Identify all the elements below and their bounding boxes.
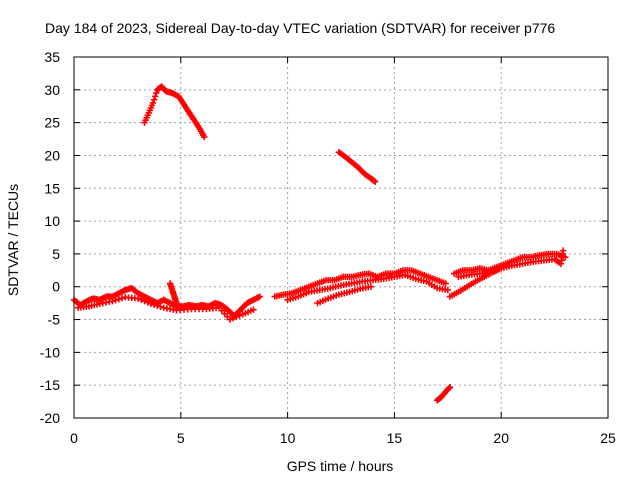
series-arc-branch-a	[314, 283, 375, 307]
data-point	[446, 383, 454, 391]
data-point	[444, 286, 451, 294]
series-arc-high-2	[335, 148, 379, 185]
data-point	[109, 297, 116, 305]
data-point	[153, 89, 160, 97]
x-tick-label: 20	[493, 430, 509, 446]
tick-labels: 0 5 10 15 20 25 -20 -15 -10 -5 0 5 10 15 20 25 30 35	[40, 49, 616, 446]
series-arc-branch-b	[446, 265, 505, 300]
data-point	[201, 133, 208, 141]
data-point	[115, 295, 123, 303]
data-point	[233, 313, 240, 321]
data-point	[442, 280, 449, 287]
x-tick-label: 5	[177, 430, 185, 446]
y-tick-label: 0	[52, 279, 60, 295]
y-tick-label: 10	[44, 213, 60, 229]
series-arc-main-1b	[75, 294, 257, 323]
y-tick-label: -10	[40, 344, 60, 360]
data-point	[229, 315, 237, 322]
data-point	[367, 283, 375, 290]
x-axis-label: GPS time / hours	[287, 458, 394, 474]
data-point	[226, 316, 234, 323]
data-point	[445, 385, 453, 392]
x-tick-label: 15	[387, 430, 403, 446]
data-point	[138, 296, 145, 304]
data-point	[134, 295, 142, 302]
data-point	[150, 301, 158, 308]
data-point	[141, 297, 148, 305]
data-point	[112, 296, 119, 304]
data-point	[149, 99, 157, 107]
data-layer	[70, 83, 569, 404]
y-tick-label: 25	[44, 115, 60, 131]
chart-title: Day 184 of 2023, Sidereal Day-to-day VTE…	[45, 20, 555, 36]
y-tick-label: 30	[44, 82, 60, 98]
data-point	[559, 247, 567, 254]
data-point	[118, 295, 126, 302]
data-point	[256, 293, 264, 300]
series-arc-spike	[166, 280, 180, 307]
grid	[74, 57, 608, 418]
x-tick-label: 0	[70, 430, 78, 446]
y-tick-label: 35	[44, 49, 60, 65]
y-tick-label: 20	[44, 147, 60, 163]
series-arc-low	[433, 383, 454, 404]
series-arc-main-2	[271, 267, 449, 300]
y-tick-label: 5	[52, 246, 60, 262]
y-tick-label: -20	[40, 410, 60, 426]
data-point	[147, 300, 155, 307]
data-point	[157, 303, 164, 310]
data-point	[236, 312, 243, 319]
ticks	[73, 56, 609, 419]
data-point	[151, 93, 159, 100]
data-point	[150, 96, 158, 103]
data-point	[370, 177, 378, 185]
y-tick-label: -5	[48, 312, 61, 328]
y-tick-label: -15	[40, 377, 60, 393]
y-axis-label: SDTVAR / TECUs	[5, 184, 21, 296]
y-tick-label: 15	[44, 180, 60, 196]
data-point	[250, 306, 257, 313]
data-point	[173, 299, 180, 307]
series-arc-main-2b	[284, 271, 451, 304]
series-arc-high-1	[141, 83, 208, 141]
data-point	[154, 302, 161, 309]
series-arc-main-3b	[455, 247, 567, 281]
x-tick-label: 25	[600, 430, 616, 446]
data-point	[371, 178, 379, 185]
data-point	[144, 299, 151, 306]
plot-frame	[73, 56, 609, 419]
x-tick-label: 10	[280, 430, 296, 446]
